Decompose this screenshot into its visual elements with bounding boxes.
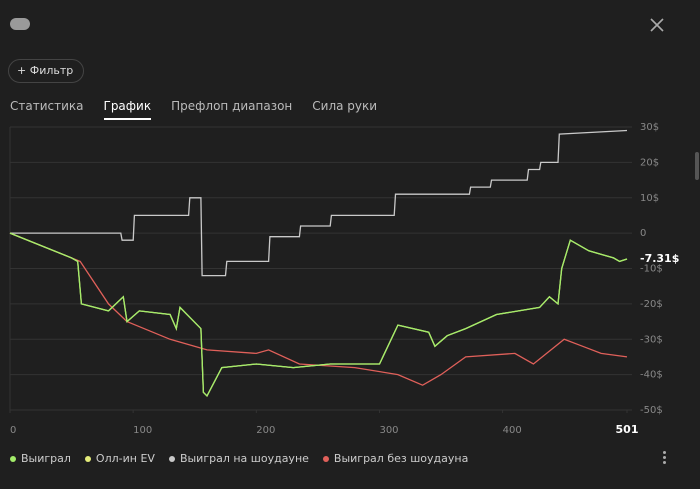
series-line xyxy=(10,129,628,277)
tab[interactable]: Сила руки xyxy=(312,99,378,113)
y-tick-label: 20$ xyxy=(640,157,659,168)
value-label: -7.31$ xyxy=(640,252,679,265)
tab[interactable]: Статистика xyxy=(10,99,84,113)
legend: Выиграл Олл-ин EV Выиграл на шоудауне Выигр… xyxy=(10,452,468,465)
legend-marker xyxy=(84,456,91,462)
chart: 30$ 20$ 10$ 0 -10$ -20$ -30$ -40$ -50$ 0 100 200 300… xyxy=(9,122,679,436)
y-tick-label: -40$ xyxy=(640,370,663,381)
y-tick-label: -30$ xyxy=(640,334,663,345)
series-line xyxy=(9,232,628,386)
legend-label: Олл-ин EV xyxy=(95,452,155,465)
legend-marker xyxy=(168,456,175,462)
legend-label: Выиграл на шоудауне xyxy=(179,452,309,465)
legend-marker xyxy=(322,456,329,462)
legend-label: Выиграл без шоудауна xyxy=(333,452,469,465)
y-tick-label: -20$ xyxy=(640,299,663,310)
legend-item[interactable]: Выиграл на шоудауне xyxy=(168,452,309,465)
close-button[interactable] xyxy=(646,14,668,36)
legend-item[interactable]: Выиграл без шоудауна xyxy=(322,452,469,465)
filter-button[interactable]: + Фильтр xyxy=(8,59,85,83)
x-tick-label: 100 xyxy=(133,425,152,436)
y-tick-label: -10$ xyxy=(640,264,663,275)
legend-item[interactable]: Выиграл xyxy=(10,452,71,465)
x-tick-label: 200 xyxy=(256,425,275,436)
y-tick-label: 10$ xyxy=(640,193,659,204)
filter-label: Фильтр xyxy=(29,64,74,77)
x-tick-label: 501 xyxy=(616,423,639,436)
legend-marker xyxy=(10,456,16,462)
scrollbar[interactable] xyxy=(695,152,699,180)
x-tick-label: 0 xyxy=(10,425,16,436)
y-tick-label: 0 xyxy=(640,228,646,239)
y-tick-label: -50$ xyxy=(640,405,663,416)
x-tick-label: 300 xyxy=(379,425,398,436)
legend-label: Выиграл xyxy=(21,452,71,465)
series-line xyxy=(9,232,628,397)
tab[interactable]: График xyxy=(103,99,152,120)
x-tick-label: 400 xyxy=(503,425,522,436)
series-line xyxy=(9,232,628,397)
tab[interactable]: Префлоп диапазон xyxy=(171,99,293,113)
tab-bar: Статистика График Префлоп диапазон Сила рук… xyxy=(10,99,377,120)
legend-item[interactable]: Олл-ин EV xyxy=(84,452,155,465)
y-tick-label: 30$ xyxy=(640,122,659,133)
icon xyxy=(10,18,30,30)
more-button[interactable] xyxy=(663,451,667,466)
